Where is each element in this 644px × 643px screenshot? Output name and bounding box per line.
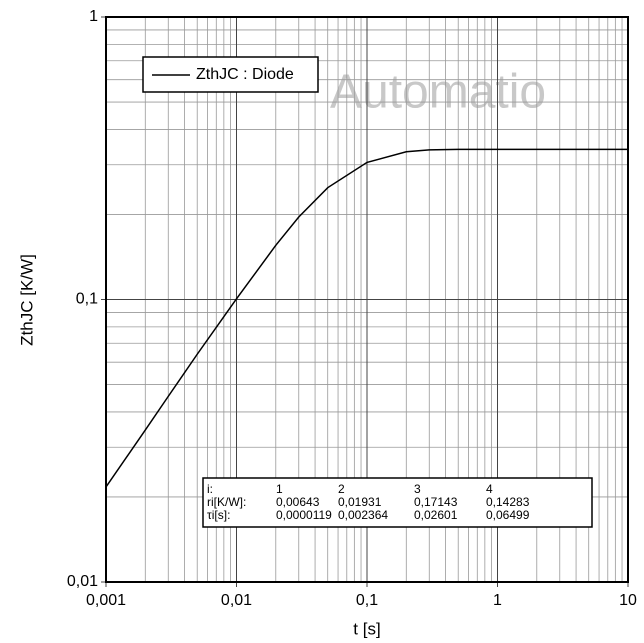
table-cell: 0,06499 bbox=[486, 508, 530, 522]
table-cell: 4 bbox=[486, 482, 493, 496]
x-tick-label: 1 bbox=[493, 592, 502, 609]
y-axis-label: ZthJC [K/W] bbox=[17, 254, 36, 346]
x-tick-label: 0,1 bbox=[356, 592, 378, 609]
table-cell: ri[K/W]: bbox=[207, 495, 246, 509]
x-tick-label: 0,01 bbox=[221, 592, 252, 609]
table-cell: 0,14283 bbox=[486, 495, 530, 509]
watermark: Automatio bbox=[330, 66, 546, 119]
table-cell: 0,002364 bbox=[338, 508, 388, 522]
table-cell: 3 bbox=[414, 482, 421, 496]
table-cell: 0,0000119 bbox=[276, 508, 332, 522]
y-tick-label: 1 bbox=[89, 8, 98, 25]
table-cell: 0,17143 bbox=[414, 495, 458, 509]
table-cell: i: bbox=[207, 482, 213, 496]
table-cell: 1 bbox=[276, 482, 283, 496]
table-cell: 0,02601 bbox=[414, 508, 458, 522]
table-cell: 0,01931 bbox=[338, 495, 382, 509]
y-tick-label: 0,1 bbox=[76, 291, 98, 308]
line bbox=[105, 148, 628, 488]
x-axis-label: t [s] bbox=[353, 619, 380, 638]
table-cell: 0,00643 bbox=[276, 495, 320, 509]
x-tick-label: 0,001 bbox=[86, 592, 126, 609]
table-cell: 2 bbox=[338, 482, 345, 496]
legend-label: ZthJC : Diode bbox=[196, 66, 294, 83]
table-cell: τi[s]: bbox=[207, 508, 230, 522]
y-tick-label: 0,01 bbox=[67, 573, 98, 590]
plot-frame bbox=[105, 16, 629, 583]
x-tick-label: 10 bbox=[619, 592, 637, 609]
parameter-table bbox=[202, 477, 593, 528]
